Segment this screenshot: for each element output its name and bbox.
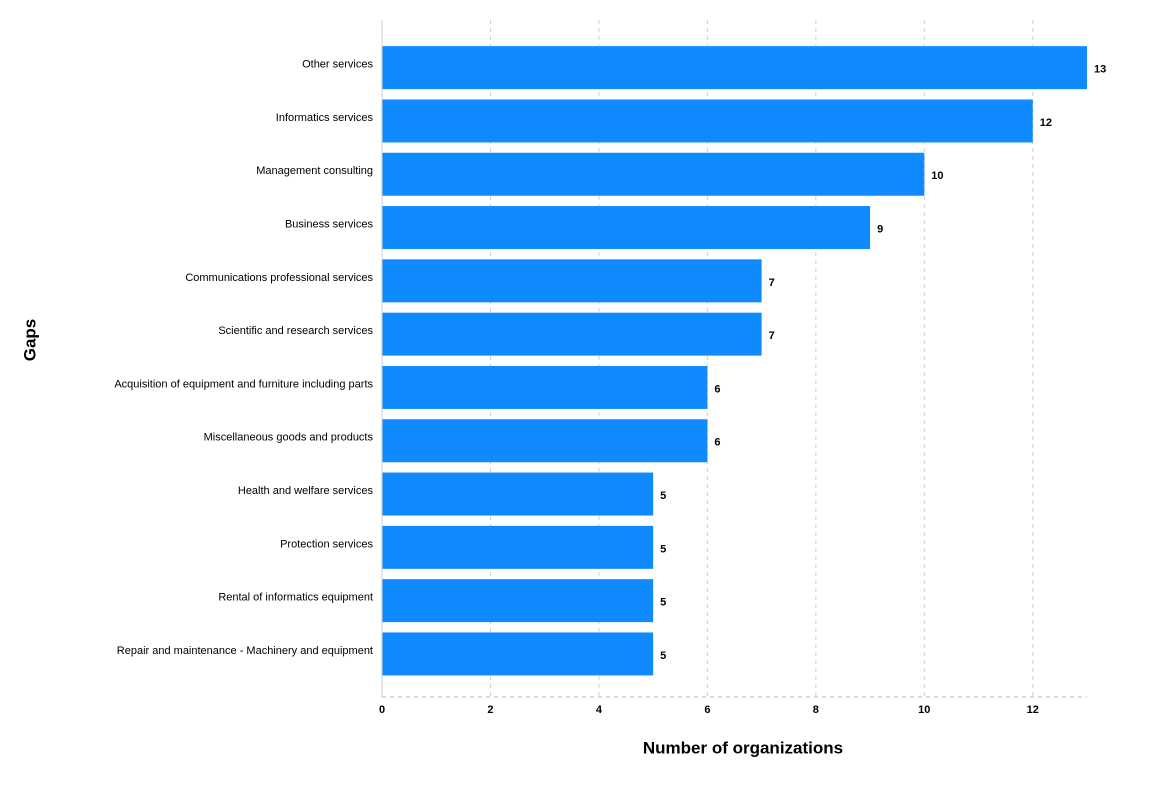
y-tick-label: Scientific and research services bbox=[218, 325, 373, 337]
bar bbox=[382, 419, 708, 463]
value-label: 5 bbox=[660, 490, 666, 502]
y-tick-label: Other services bbox=[302, 59, 373, 71]
bar bbox=[382, 99, 1033, 143]
bar bbox=[382, 206, 871, 250]
x-tick-label: 2 bbox=[487, 704, 493, 716]
x-axis-title: Number of organizations bbox=[643, 738, 843, 757]
value-label: 5 bbox=[660, 597, 666, 609]
bar bbox=[382, 472, 654, 516]
value-label: 7 bbox=[769, 330, 775, 342]
y-tick-label: Management consulting bbox=[256, 165, 373, 177]
y-tick-label: Business services bbox=[285, 218, 374, 230]
value-label: 13 bbox=[1094, 64, 1106, 76]
bar bbox=[382, 579, 654, 623]
value-label: 12 bbox=[1040, 117, 1052, 129]
y-tick-label: Protection services bbox=[280, 538, 373, 550]
bar bbox=[382, 259, 762, 303]
value-label: 6 bbox=[714, 383, 720, 395]
x-tick-label: 10 bbox=[918, 704, 930, 716]
value-label: 10 bbox=[931, 170, 943, 182]
value-label: 9 bbox=[877, 223, 883, 235]
bar bbox=[382, 312, 762, 356]
value-label: 6 bbox=[714, 437, 720, 449]
bar bbox=[382, 632, 654, 676]
value-label: 7 bbox=[769, 277, 775, 289]
y-tick-label: Rental of informatics equipment bbox=[218, 592, 373, 604]
bar bbox=[382, 46, 1087, 90]
x-tick-label: 6 bbox=[704, 704, 710, 716]
y-tick-label: Health and welfare services bbox=[238, 485, 374, 497]
value-label: 5 bbox=[660, 650, 666, 662]
y-axis-title: Gaps bbox=[20, 319, 39, 362]
y-tick-label: Acquisition of equipment and furniture i… bbox=[114, 378, 373, 390]
x-tick-label: 8 bbox=[813, 704, 819, 716]
y-tick-label: Miscellaneous goods and products bbox=[204, 432, 374, 444]
x-tick-label: 4 bbox=[596, 704, 603, 716]
y-tick-label: Repair and maintenance - Machinery and e… bbox=[117, 645, 373, 657]
x-tick-label: 12 bbox=[1027, 704, 1039, 716]
value-label: 5 bbox=[660, 543, 666, 555]
y-tick-label: Communications professional services bbox=[185, 272, 373, 284]
y-tick-label: Informatics services bbox=[276, 112, 374, 124]
bar bbox=[382, 525, 654, 569]
bar bbox=[382, 365, 708, 409]
x-tick-label: 0 bbox=[379, 704, 385, 716]
bar bbox=[382, 152, 925, 196]
